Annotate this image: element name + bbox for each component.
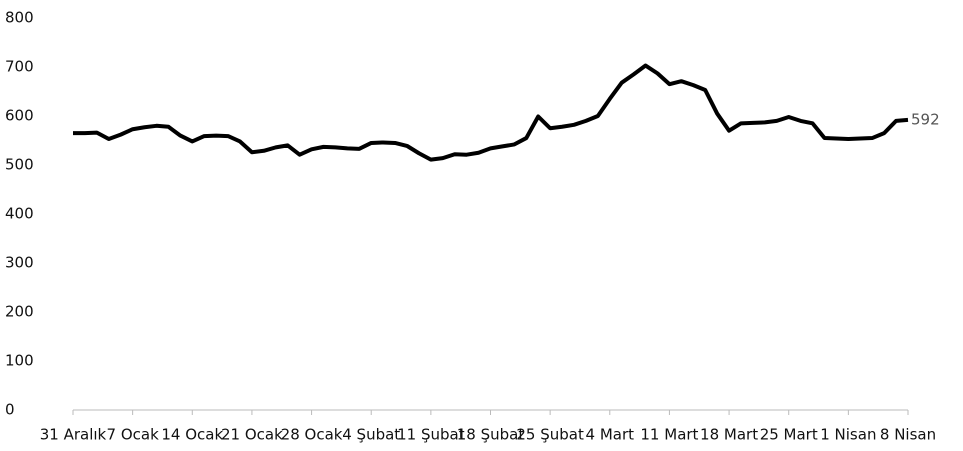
x-tick-label: 25 Şubat [516, 426, 584, 444]
x-tick-label: 21 Ocak [221, 426, 283, 444]
y-tick-label: 100 [5, 352, 34, 370]
x-tick-label: 4 Mart [586, 426, 635, 444]
x-tick-label: 14 Ocak [161, 426, 223, 444]
x-tick-label: 18 Şubat [457, 426, 525, 444]
y-tick-label: 0 [5, 401, 15, 419]
x-tick-label: 7 Ocak [107, 426, 160, 444]
y-tick-label: 800 [5, 9, 34, 27]
y-tick-label: 300 [5, 254, 34, 272]
x-tick-label: 11 Şubat [397, 426, 465, 444]
x-tick-label: 25 Mart [760, 426, 818, 444]
x-tick-label: 11 Mart [640, 426, 698, 444]
x-tick-label: 18 Mart [700, 426, 758, 444]
x-tick-label: 1 Nisan [820, 426, 876, 444]
x-tick-label: 31 Aralık [40, 426, 107, 444]
x-tick-label: 8 Nisan [880, 426, 936, 444]
x-tick-label: 28 Ocak [281, 426, 343, 444]
data-label: 592 [911, 110, 940, 128]
x-tick-label: 4 Şubat [342, 426, 400, 444]
y-tick-label: 500 [5, 156, 34, 174]
y-tick-label: 700 [5, 58, 34, 76]
y-tick-label: 600 [5, 107, 34, 125]
y-tick-label: 200 [5, 303, 34, 321]
line [73, 63, 909, 162]
y-tick-label: 400 [5, 205, 34, 223]
